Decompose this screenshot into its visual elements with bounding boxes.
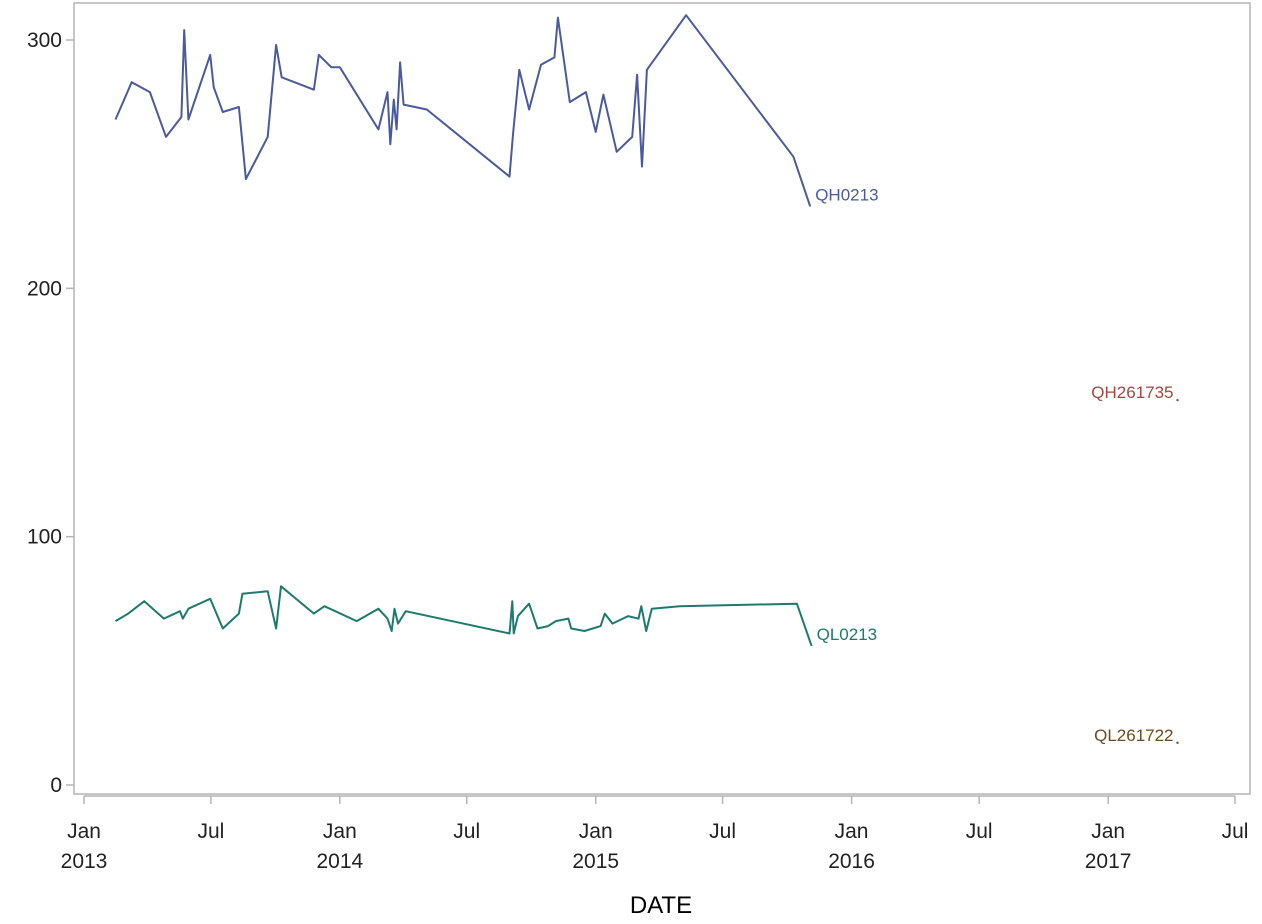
y-axis: 0 100 200 300 — [27, 29, 74, 797]
x-tick-year-label: 2016 — [828, 850, 875, 873]
x-tick-label: Jan — [835, 820, 869, 843]
x-axis: Jan 2013 Jul Jan 2014 Jul Jan 2015 Jul Jan 2016 Jul… — [61, 795, 1249, 873]
x-tick-label: Jan — [67, 820, 101, 843]
x-tick-label: Jul — [1222, 820, 1249, 843]
y-tick-label: 300 — [27, 29, 62, 52]
series-end-label: QL0213 — [817, 625, 878, 644]
x-tick-label: Jan — [1091, 820, 1125, 843]
series-point — [1176, 398, 1179, 402]
x-tick-year-label: 2017 — [1085, 850, 1132, 873]
x-tick-year-label: 2014 — [316, 850, 363, 873]
x-axis-title: DATE — [630, 892, 692, 919]
x-tick-label: Jul — [453, 820, 480, 843]
x-tick-label: Jul — [709, 820, 736, 843]
x-tick-label: Jul — [197, 820, 224, 843]
series-line — [114, 14, 812, 207]
y-tick-label: 200 — [27, 277, 62, 300]
series-line — [114, 585, 813, 647]
x-tick-label: Jan — [323, 820, 357, 843]
x-tick-year-label: 2015 — [572, 850, 619, 873]
y-tick-label: 0 — [50, 774, 62, 797]
x-tick-year-label: 2013 — [61, 850, 108, 873]
y-tick-label: 100 — [27, 526, 62, 549]
series-label-layer: QH0213 QL0213 QH261735 QL261722 — [815, 185, 1173, 744]
x-tick-label: Jul — [966, 820, 993, 843]
plot-frame — [73, 2, 1251, 795]
series-end-label: QL261722 — [1094, 726, 1173, 745]
series-layer — [114, 14, 1179, 744]
series-end-label: QH0213 — [815, 185, 878, 204]
series-point — [1176, 741, 1179, 744]
series-end-label: QH261735 — [1091, 383, 1173, 402]
x-tick-label: Jan — [579, 820, 613, 843]
